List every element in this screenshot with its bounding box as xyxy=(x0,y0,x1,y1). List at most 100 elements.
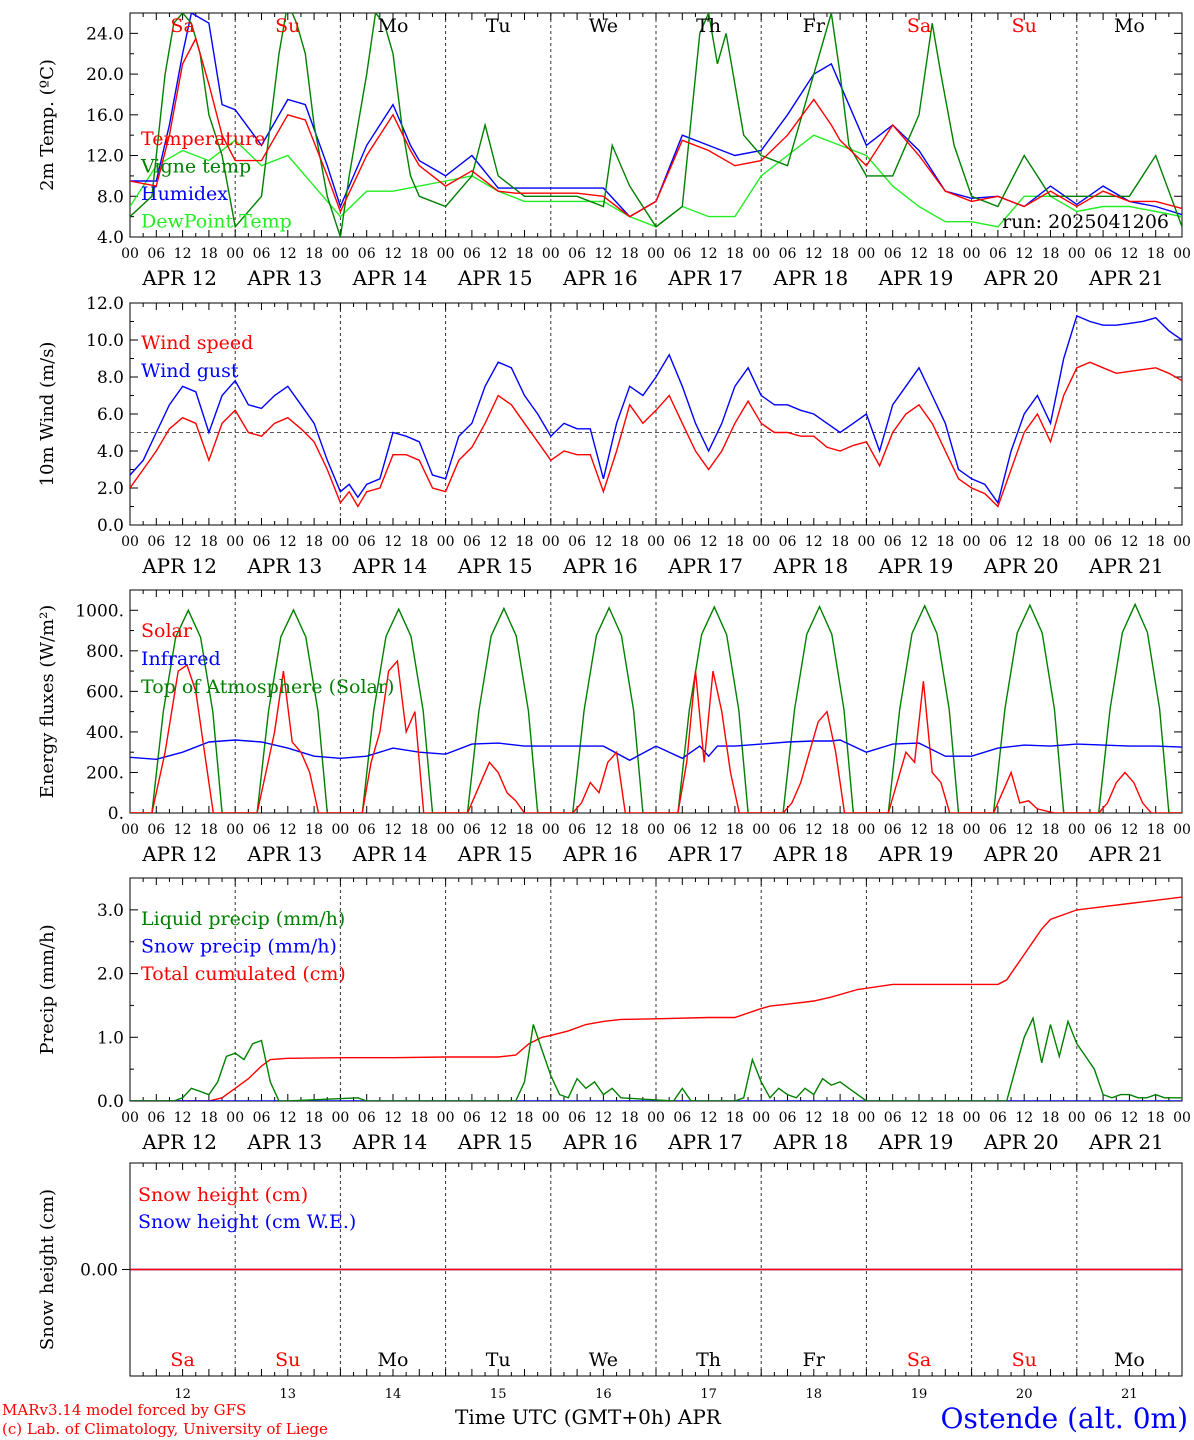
hour-label: 06 xyxy=(779,246,797,262)
hour-label: 06 xyxy=(884,246,902,262)
hour-label: 12 xyxy=(174,534,192,550)
day-number-label: 13 xyxy=(280,1387,297,1402)
series-line xyxy=(130,13,1182,218)
hour-label: 18 xyxy=(516,822,534,838)
hour-label: 06 xyxy=(147,246,165,262)
date-label: APR 15 xyxy=(457,842,533,866)
series-line xyxy=(130,896,1182,1101)
time-axis-title: Time UTC (GMT+0h) APR xyxy=(455,1405,721,1429)
hour-label: 00 xyxy=(963,534,981,550)
hour-label: 12 xyxy=(1015,246,1033,262)
hour-label: 12 xyxy=(1015,822,1033,838)
series-line xyxy=(130,659,1182,813)
date-label: APR 13 xyxy=(246,266,322,290)
date-label: APR 17 xyxy=(667,266,743,290)
hour-label: 06 xyxy=(989,246,1007,262)
hour-label: 00 xyxy=(226,534,244,550)
date-label: APR 19 xyxy=(878,1130,954,1154)
hour-label: 00 xyxy=(1173,822,1191,838)
y-tick-label: 1000. xyxy=(75,601,124,621)
hour-label: 06 xyxy=(358,822,376,838)
weekday-label: Th xyxy=(696,1349,721,1371)
y-tick-label: 800. xyxy=(86,642,124,662)
hour-label: 06 xyxy=(673,534,691,550)
hour-label: 06 xyxy=(463,822,481,838)
hour-label: 18 xyxy=(1147,1110,1165,1126)
hour-label: 12 xyxy=(384,1110,402,1126)
hour-label: 00 xyxy=(752,534,770,550)
hour-label: 12 xyxy=(910,534,928,550)
hour-label: 18 xyxy=(936,246,954,262)
hour-label: 06 xyxy=(463,534,481,550)
month-label: APR xyxy=(677,1405,721,1429)
date-label: APR 20 xyxy=(983,1130,1059,1154)
hour-label: 06 xyxy=(1094,246,1112,262)
date-label: APR 21 xyxy=(1088,1130,1164,1154)
day-number-label: 18 xyxy=(806,1387,823,1402)
y-tick-label: 8.0 xyxy=(97,187,124,207)
hour-label: 00 xyxy=(121,822,139,838)
weekday-label: Th xyxy=(696,15,721,37)
hour-label: 12 xyxy=(279,246,297,262)
hour-label: 00 xyxy=(226,822,244,838)
hour-label: 06 xyxy=(989,822,1007,838)
time-axis-label: Time UTC (GMT+0h) xyxy=(455,1405,672,1429)
hour-label: 18 xyxy=(621,1110,639,1126)
date-label: APR 15 xyxy=(457,266,533,290)
hour-label: 12 xyxy=(489,534,507,550)
hour-label: 06 xyxy=(358,534,376,550)
hour-label: 00 xyxy=(963,246,981,262)
hour-label: 06 xyxy=(779,1110,797,1126)
hour-label: 12 xyxy=(279,822,297,838)
day-number-label: 16 xyxy=(595,1387,612,1402)
hour-label: 18 xyxy=(1042,822,1060,838)
hour-label: 00 xyxy=(752,1110,770,1126)
y-axis-label: Precip (mm/h) xyxy=(37,924,58,1054)
weekday-label: Su xyxy=(275,15,300,37)
hour-label: 00 xyxy=(647,1110,665,1126)
hour-label: 00 xyxy=(437,534,455,550)
date-label: APR 20 xyxy=(983,554,1059,578)
y-tick-label: 0.0 xyxy=(97,516,124,536)
hour-label: 18 xyxy=(516,246,534,262)
hour-label: 06 xyxy=(673,246,691,262)
y-tick-label: 12.0 xyxy=(86,147,124,167)
day-number-label: 17 xyxy=(700,1387,717,1402)
date-label: APR 16 xyxy=(562,554,638,578)
hour-label: 00 xyxy=(226,246,244,262)
hour-label: 00 xyxy=(1068,246,1086,262)
weekday-label: We xyxy=(589,15,618,37)
legend-entry: Top of Atmosphere (Solar) xyxy=(141,676,394,698)
series-line xyxy=(130,36,1182,218)
date-label: APR 13 xyxy=(246,554,322,578)
y-tick-label: 3.0 xyxy=(97,901,124,921)
date-label: APR 12 xyxy=(141,842,217,866)
y-tick-label: 600. xyxy=(86,682,124,702)
legend-entry: Vigne temp xyxy=(140,156,251,178)
hour-label: 12 xyxy=(805,534,823,550)
hour-label: 00 xyxy=(331,246,349,262)
hour-label: 00 xyxy=(647,534,665,550)
weekday-label: Su xyxy=(275,1349,300,1371)
hour-label: 12 xyxy=(174,822,192,838)
y-tick-label: 10.0 xyxy=(86,331,124,351)
legend-entry: Wind gust xyxy=(141,360,239,382)
hour-label: 00 xyxy=(1173,246,1191,262)
hour-label: 06 xyxy=(1094,1110,1112,1126)
hour-label: 18 xyxy=(410,1110,428,1126)
y-tick-label: 2.0 xyxy=(97,965,124,985)
hour-label: 06 xyxy=(673,822,691,838)
weekday-label: Sa xyxy=(170,1349,194,1371)
hour-label: 00 xyxy=(1068,534,1086,550)
hour-label: 00 xyxy=(331,534,349,550)
hour-label: 06 xyxy=(884,822,902,838)
panel-4: 0.0 1.0 2.0 3.0 Precip (mm/h) Liquid precip (… xyxy=(37,877,1191,1154)
panel-2: 0.0 2.0 4.0 6.0 8.0 10.0 12.0 10m Wind (m/s) Win… xyxy=(37,294,1191,578)
date-label: APR 14 xyxy=(352,842,428,866)
hour-label: 18 xyxy=(200,534,218,550)
hour-label: 18 xyxy=(726,534,744,550)
hour-label: 18 xyxy=(726,246,744,262)
day-number-label: 19 xyxy=(911,1387,928,1402)
hour-label: 06 xyxy=(253,246,271,262)
weekday-label: Mo xyxy=(378,1349,409,1371)
